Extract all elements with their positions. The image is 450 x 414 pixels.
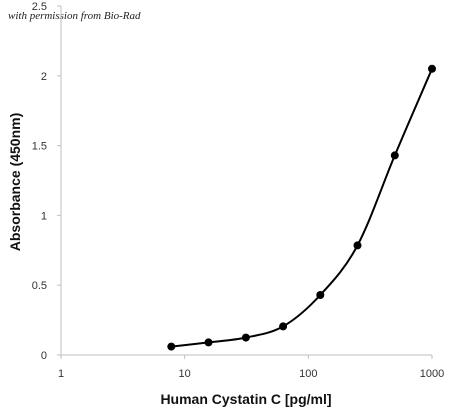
data-point [241,333,250,342]
y-tick-label: 1 [41,210,47,222]
x-tick-label: 10 [179,368,191,380]
series-line [171,68,433,348]
x-tick-label: 1 [58,368,64,380]
data-point [279,322,288,331]
y-tick-label: 1.5 [32,141,47,153]
data-point [204,338,213,347]
y-axis-title: Absorbance (450nm) [7,113,23,251]
y-tick-label: 0.5 [32,280,47,292]
data-point [316,291,325,299]
x-axis-title: Human Cystatin C [pg/ml] [160,391,331,407]
data-series [167,64,436,351]
data-point [353,241,362,250]
x-tick-label: 100 [299,368,317,380]
y-tick-label: 2 [41,71,47,83]
credit-note: with permission from Bio-Rad [8,10,141,22]
y-tick-label: 2.5 [32,1,47,13]
x-tick-label: 1000 [420,368,444,380]
data-point [428,64,436,73]
data-point [390,151,399,160]
tick-labels: 0 0.5 1 1.5 2 2.5 1 10 100 1000 [32,1,445,380]
data-point [167,342,176,351]
y-tick-label: 0 [41,350,47,362]
axes [57,5,433,359]
